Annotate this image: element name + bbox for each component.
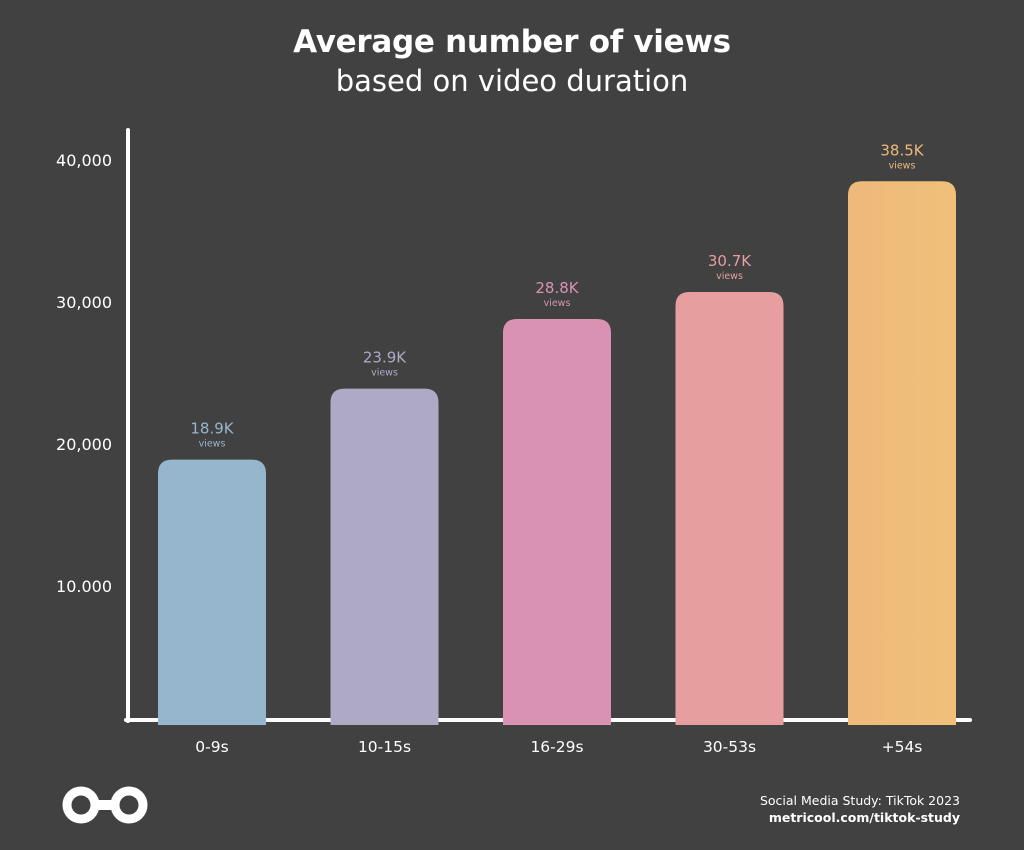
bar-16-29s: [503, 319, 611, 725]
value-labels: 18.9Kviews23.9Kviews28.8Kviews30.7Kviews…: [190, 141, 924, 449]
value-unit-label: views: [199, 439, 226, 450]
x-tick-label: 10-15s: [358, 738, 411, 756]
footer-credit: Social Media Study: TikTok 2023 metricoo…: [760, 792, 960, 826]
value-label: 30.7K: [708, 252, 752, 270]
x-tick-label: +54s: [882, 738, 923, 756]
value-label: 23.9K: [363, 349, 407, 367]
y-tick-label: 30,000: [56, 293, 112, 312]
value-label: 28.8K: [535, 279, 579, 297]
y-tick-labels: 10.000 20,000 30,000 40,000: [56, 151, 112, 596]
x-tick-labels: 0-9s 10-15s 16-29s 30-53s +54s: [195, 738, 922, 756]
bar-0-9s: [158, 459, 266, 725]
bar-+54s: [848, 181, 956, 726]
x-tick-label: 30-53s: [703, 738, 756, 756]
value-label: 38.5K: [880, 141, 924, 159]
y-tick-label: 40,000: [56, 151, 112, 170]
bars: [158, 181, 956, 726]
value-unit-label: views: [889, 160, 916, 171]
value-label: 18.9K: [190, 420, 234, 438]
value-unit-label: views: [716, 271, 743, 282]
chart-subtitle: based on video duration: [335, 64, 689, 98]
y-tick-label: 10.000: [56, 577, 112, 596]
chart-title: Average number of views: [293, 24, 731, 60]
y-tick-label: 20,000: [56, 435, 112, 454]
metricool-infinity-logo-icon: [62, 786, 148, 824]
footer-source: Social Media Study: TikTok 2023: [759, 793, 960, 808]
bar-30-53s: [675, 292, 784, 725]
value-unit-label: views: [371, 368, 398, 379]
x-tick-label: 16-29s: [530, 738, 583, 756]
footer-url: metricool.com/tiktok-study: [768, 810, 960, 825]
bar-10-15s: [330, 388, 439, 725]
x-tick-label: 0-9s: [195, 738, 228, 756]
chart-title-block: Average number of views based on video d…: [0, 22, 1024, 100]
value-unit-label: views: [544, 298, 571, 309]
